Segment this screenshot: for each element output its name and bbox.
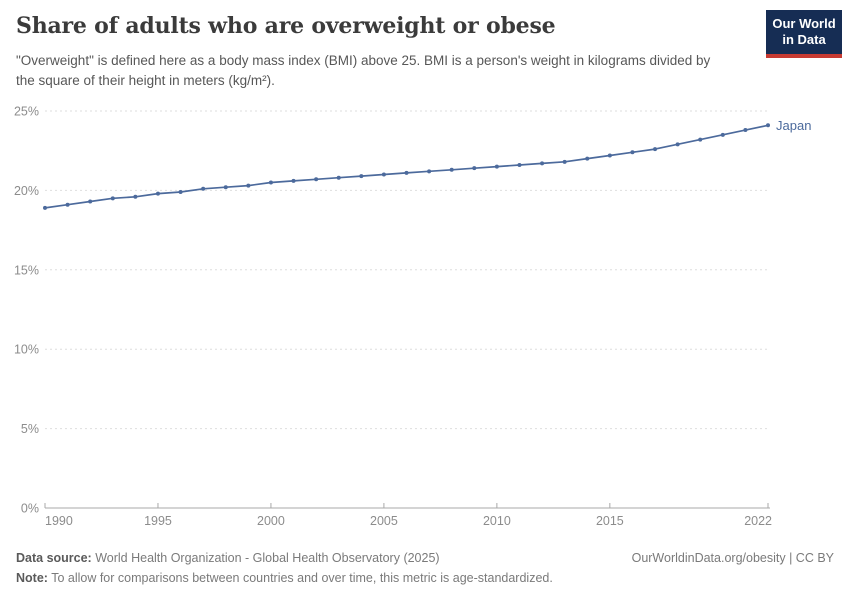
data-point[interactable] — [65, 202, 70, 207]
data-point[interactable] — [698, 137, 703, 142]
data-point[interactable] — [88, 199, 93, 204]
data-point[interactable] — [133, 194, 138, 199]
owid-logo[interactable]: Our World in Data — [766, 10, 842, 58]
data-point[interactable] — [314, 177, 319, 182]
data-point[interactable] — [630, 150, 635, 155]
data-point[interactable] — [449, 167, 454, 172]
x-axis-tick-label: 2005 — [370, 514, 398, 528]
x-axis-tick-label: 2010 — [483, 514, 511, 528]
note-line: Note: To allow for comparisons between c… — [16, 568, 834, 588]
data-source-line: Data source: World Health Organization -… — [16, 548, 834, 568]
data-source-label: Data source: — [16, 551, 92, 565]
data-point[interactable] — [766, 123, 770, 128]
data-point[interactable] — [743, 128, 748, 133]
data-point[interactable] — [268, 180, 273, 185]
data-point[interactable] — [720, 132, 725, 137]
data-point[interactable] — [562, 159, 567, 164]
data-series-line[interactable] — [44, 124, 769, 209]
data-source: Data source: World Health Organization -… — [16, 548, 440, 568]
x-axis-tick-label: 1990 — [45, 514, 73, 528]
chart-subtitle: "Overweight" is defined here as a body m… — [16, 53, 711, 88]
page-title: Share of adults who are overweight or ob… — [16, 13, 556, 39]
data-point[interactable] — [675, 142, 680, 147]
data-point[interactable] — [585, 156, 590, 161]
logo-text-line2: in Data — [782, 32, 826, 48]
y-axis-tick-label: 10% — [14, 343, 39, 357]
data-point[interactable] — [653, 147, 658, 152]
x-axis-tick-label: 1995 — [144, 514, 172, 528]
data-point[interactable] — [201, 186, 206, 191]
chart-footer: Data source: World Health Organization -… — [16, 548, 834, 588]
data-point[interactable] — [427, 169, 432, 174]
data-point[interactable] — [291, 178, 296, 183]
data-point[interactable] — [155, 191, 160, 196]
data-point[interactable] — [494, 164, 499, 169]
y-axis-tick-label: 15% — [14, 263, 39, 277]
series-end-label[interactable]: Japan — [776, 118, 811, 133]
data-point[interactable] — [472, 166, 477, 171]
x-axis-tick-label: 2000 — [257, 514, 285, 528]
data-point[interactable] — [607, 153, 612, 158]
data-point[interactable] — [43, 205, 47, 210]
data-point[interactable] — [246, 183, 251, 188]
y-axis-tick-label: 20% — [14, 184, 39, 198]
attribution-text[interactable]: OurWorldinData.org/obesity | CC BY — [631, 551, 834, 565]
data-point[interactable] — [223, 185, 228, 190]
data-point[interactable] — [404, 170, 409, 175]
x-axis-tick-label: 2022 — [744, 514, 772, 528]
data-source-text: World Health Organization - Global Healt… — [91, 551, 440, 565]
data-point[interactable] — [540, 161, 545, 166]
logo-text-line1: Our World — [772, 16, 836, 31]
x-axis-tick-label: 2015 — [596, 514, 624, 528]
data-point[interactable] — [336, 175, 341, 180]
note-label: Note: — [16, 571, 48, 585]
logo-red-strip — [766, 53, 842, 58]
y-axis-tick-label: 5% — [21, 422, 39, 436]
y-axis-tick-label: 25% — [14, 105, 39, 119]
data-point[interactable] — [178, 189, 183, 194]
y-axis-tick-label: 0% — [21, 502, 39, 516]
data-point[interactable] — [359, 174, 364, 179]
data-point[interactable] — [110, 196, 115, 201]
note-text: To allow for comparisons between countri… — [47, 571, 553, 585]
data-point[interactable] — [381, 172, 386, 177]
data-point[interactable] — [517, 162, 522, 167]
